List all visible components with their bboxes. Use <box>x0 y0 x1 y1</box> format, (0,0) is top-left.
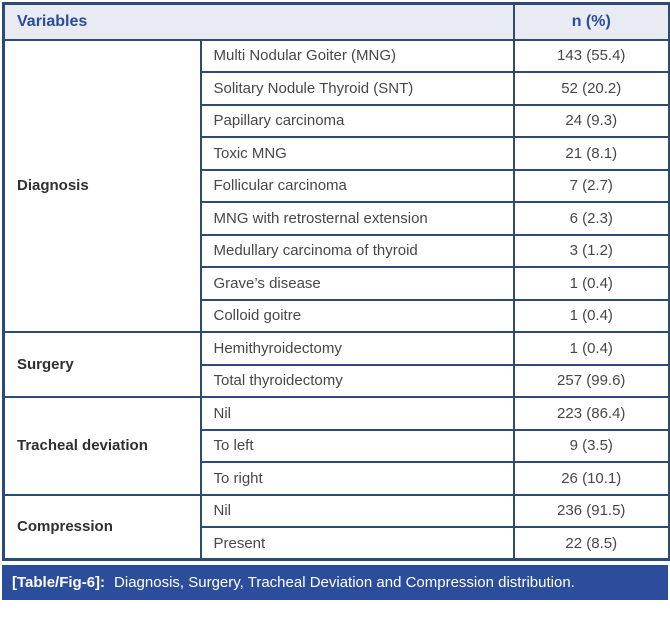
table-row: MNG with retrosternal extension 6 (2.3) <box>4 201 670 236</box>
column-header-variables: Variables <box>2 2 515 41</box>
table-row: Medullary carcinoma of thyroid 3 (1.2) <box>4 233 670 268</box>
caption-tag: [Table/Fig-6]: <box>12 574 106 591</box>
value-cell: 236 (91.5) <box>512 493 670 528</box>
caption-text: Diagnosis, Surgery, Tracheal Deviation a… <box>114 574 575 591</box>
item-cell: Papillary carcinoma <box>199 103 515 138</box>
value-cell: 1 (0.4) <box>512 298 670 333</box>
item-cell: Follicular carcinoma <box>199 168 515 203</box>
item-cell: Medullary carcinoma of thyroid <box>199 233 515 268</box>
table-caption-bar: [Table/Fig-6]: Diagnosis, Surgery, Trach… <box>2 565 668 600</box>
table-row: Total thyroidectomy 257 (99.6) <box>4 363 670 398</box>
value-cell: 1 (0.4) <box>512 266 670 301</box>
section-label-diagnosis: Diagnosis <box>2 38 202 333</box>
section-label-tracheal-deviation: Tracheal deviation <box>2 396 202 496</box>
value-cell: 3 (1.2) <box>512 233 670 268</box>
table-row: Present 22 (8.5) <box>4 526 670 561</box>
table-header-row: Variables n (%) <box>2 2 670 41</box>
table-row: Colloid goitre 1 (0.4) <box>4 298 670 333</box>
table-row: To left 9 (3.5) <box>4 428 670 463</box>
value-cell: 21 (8.1) <box>512 136 670 171</box>
item-cell: Present <box>199 526 515 561</box>
column-header-n-percent: n (%) <box>512 2 670 41</box>
item-cell: To left <box>199 428 515 463</box>
value-cell: 22 (8.5) <box>512 526 670 561</box>
item-cell: Multi Nodular Goiter (MNG) <box>199 38 515 73</box>
item-cell: MNG with retrosternal extension <box>199 201 515 236</box>
item-cell: Toxic MNG <box>199 136 515 171</box>
value-cell: 1 (0.4) <box>512 331 670 366</box>
item-cell: Nil <box>199 493 515 528</box>
value-cell: 24 (9.3) <box>512 103 670 138</box>
table-row: Grave’s disease 1 (0.4) <box>4 266 670 301</box>
value-cell: 9 (3.5) <box>512 428 670 463</box>
item-cell: Total thyroidectomy <box>199 363 515 398</box>
value-cell: 6 (2.3) <box>512 201 670 236</box>
table-row: Surgery Hemithyroidectomy 1 (0.4) <box>2 331 670 398</box>
value-cell: 223 (86.4) <box>512 396 670 431</box>
item-cell: Solitary Nodule Thyroid (SNT) <box>199 71 515 106</box>
value-cell: 52 (20.2) <box>512 71 670 106</box>
table-row: Toxic MNG 21 (8.1) <box>4 136 670 171</box>
value-cell: 26 (10.1) <box>512 461 670 496</box>
table-row: Papillary carcinoma 24 (9.3) <box>4 103 670 138</box>
distribution-table: Variables n (%) Diagnosis Multi Nodular … <box>2 2 670 561</box>
table-row: To right 26 (10.1) <box>4 461 670 496</box>
item-cell: Hemithyroidectomy <box>199 331 515 366</box>
table-row: Follicular carcinoma 7 (2.7) <box>4 168 670 203</box>
value-cell: 143 (55.4) <box>512 38 670 73</box>
table-row: Diagnosis Multi Nodular Goiter (MNG) 143… <box>2 38 670 333</box>
item-cell: Grave’s disease <box>199 266 515 301</box>
table-row: Tracheal deviation Nil 223 (86.4) <box>2 396 670 496</box>
section-label-compression: Compression <box>2 493 202 561</box>
table-row: Solitary Nodule Thyroid (SNT) 52 (20.2) <box>4 71 670 106</box>
table-row: Compression Nil 236 (91.5) <box>2 493 670 561</box>
section-label-surgery: Surgery <box>2 331 202 398</box>
item-cell: To right <box>199 461 515 496</box>
item-cell: Nil <box>199 396 515 431</box>
value-cell: 7 (2.7) <box>512 168 670 203</box>
item-cell: Colloid goitre <box>199 298 515 333</box>
value-cell: 257 (99.6) <box>512 363 670 398</box>
